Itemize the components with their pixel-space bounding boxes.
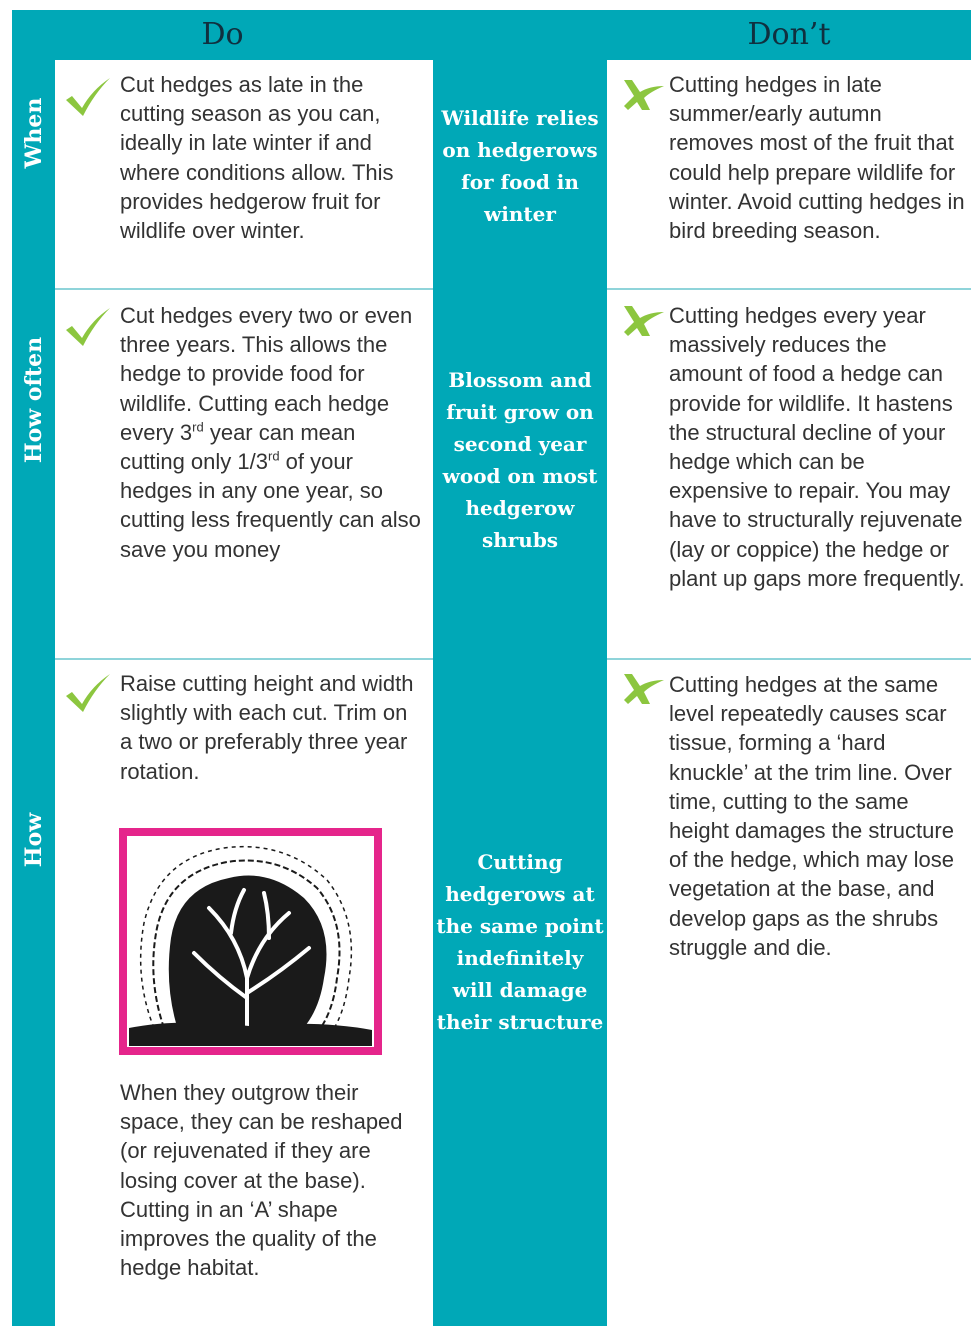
cross-icon <box>624 674 664 704</box>
do-text: Cut hedges every two or even three years… <box>120 301 425 564</box>
cross-icon <box>624 80 664 110</box>
text: Cut hedges as late in the cutting season… <box>120 72 394 244</box>
text: of your hedges in any one year, so cutti… <box>120 449 421 562</box>
row-divider <box>607 288 971 290</box>
row-divider <box>55 288 433 290</box>
dont-text: Cutting hedges every year massively redu… <box>669 303 965 591</box>
cross-icon <box>624 306 664 336</box>
text: year can mean cutting only 1/3 <box>120 419 356 475</box>
check-icon <box>66 674 110 712</box>
middle-note: Blossom and fruit grow on second year wo… <box>442 368 598 552</box>
check-icon <box>66 78 110 116</box>
text: Raise cutting height and width slightly … <box>120 671 414 784</box>
header-bar <box>12 10 971 60</box>
row-divider <box>55 658 433 660</box>
hedge-illustration <box>119 828 382 1055</box>
paragraph: Cutting in an ‘A’ shape improves the qua… <box>120 1196 377 1281</box>
superscript: rd <box>192 419 204 435</box>
dont-text: Cutting hedges at the same level repeate… <box>669 672 954 960</box>
check-icon <box>66 308 110 346</box>
do-text: When they outgrow their space, they can … <box>120 1078 425 1282</box>
row-label: How often <box>21 336 47 464</box>
row-label: How <box>21 812 47 868</box>
do-heading: Do <box>201 17 244 52</box>
paragraph: When they outgrow their space, they can … <box>120 1080 403 1193</box>
superscript: rd <box>267 448 280 464</box>
do-text: Cut hedges as late in the cutting season… <box>120 70 425 245</box>
middle-note: Cutting hedgerows at the same point inde… <box>436 850 604 1034</box>
dont-text: Cutting hedges in late summer/early autu… <box>669 72 965 244</box>
middle-column <box>433 60 607 1326</box>
dont-heading: Don’t <box>747 17 831 52</box>
row-label: When <box>21 97 47 169</box>
row-divider <box>607 658 971 660</box>
row-label-strip <box>12 60 55 1326</box>
do-text: Raise cutting height and width slightly … <box>120 669 425 786</box>
text: Cut hedges every two or even three years… <box>120 303 413 445</box>
middle-note: Wildlife relies on hedgerows for food in… <box>441 106 599 226</box>
